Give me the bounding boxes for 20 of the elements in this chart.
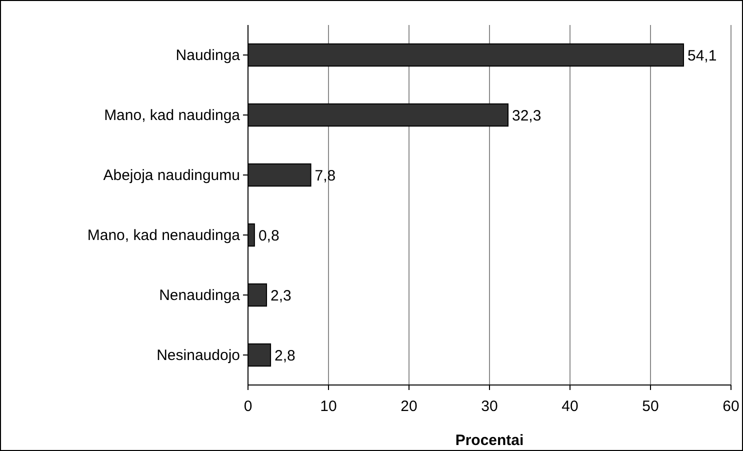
- y-tick-label: Abejoja naudingumu: [103, 166, 240, 184]
- x-tick-label: 50: [642, 398, 659, 415]
- data-label: 7,8: [314, 167, 336, 184]
- y-tick-label: Naudinga: [176, 46, 241, 64]
- x-axis-title: Procentai: [455, 432, 524, 449]
- y-tick-label: Nenaudinga: [159, 286, 241, 304]
- data-label: 2,3: [270, 287, 292, 304]
- y-tick-label: Mano, kad nenaudinga: [87, 226, 241, 244]
- x-tick-label: 20: [400, 398, 418, 415]
- data-label: 54,1: [688, 47, 717, 64]
- x-tick-label: 0: [244, 398, 252, 415]
- x-tick-label: 30: [481, 398, 498, 415]
- y-tick-label: Mano, kad naudinga: [104, 106, 241, 124]
- x-tick-label: 60: [722, 398, 740, 415]
- y-tick-label: Nesinaudojo: [156, 346, 240, 364]
- data-label: 2,8: [274, 347, 296, 364]
- x-tick-label: 40: [562, 398, 578, 415]
- x-tick-label: 10: [320, 398, 337, 415]
- data-label: 0,8: [258, 227, 280, 244]
- data-label: 32,3: [512, 107, 542, 124]
